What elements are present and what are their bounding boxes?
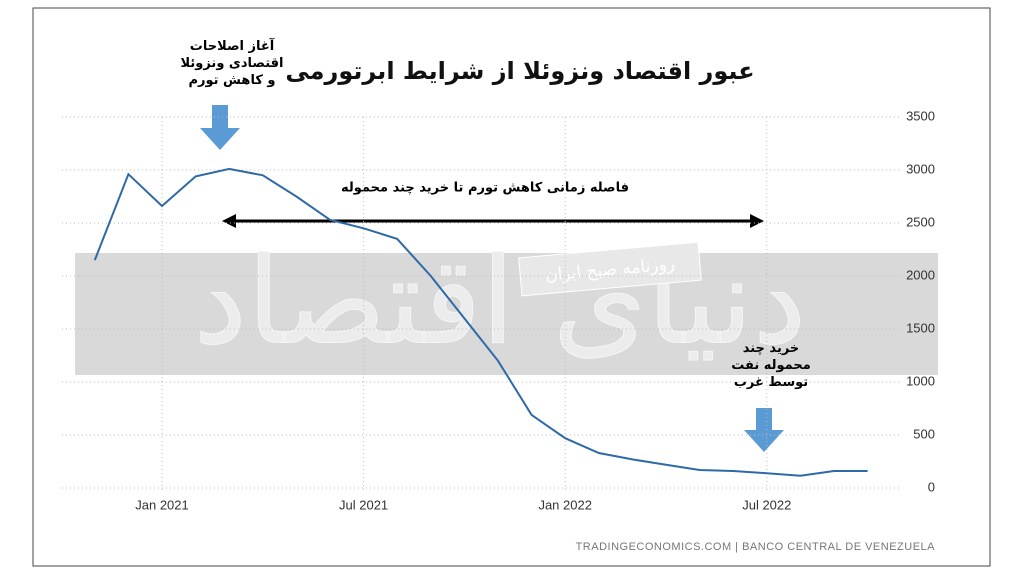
y-tick-label: 3500 — [906, 108, 935, 123]
y-tick-label: 1500 — [906, 320, 935, 335]
x-tick-label: Jan 2022 — [538, 497, 592, 512]
y-tick-label: 2000 — [906, 267, 935, 282]
annotation-line: خرید چند — [743, 341, 800, 356]
annotation: آغاز اصلاحات اقتصادی ونزوئلا و کاهش تورم — [181, 37, 284, 88]
watermark-band — [75, 253, 938, 375]
annotation-line: توسط غرب — [734, 375, 808, 390]
annotation: خرید چند محموله نفت توسط غرب — [731, 341, 811, 390]
annotation-line: آغاز اصلاحات — [190, 37, 275, 54]
annotation-line: اقتصادی ونزوئلا — [181, 56, 284, 71]
y-tick-label: 3000 — [906, 161, 935, 176]
arrow-down — [200, 105, 240, 150]
watermark-box — [518, 241, 702, 297]
interval-label: فاصله زمانی کاهش تورم تا خرید چند محموله — [341, 181, 629, 196]
y-tick-label: 1000 — [906, 373, 935, 388]
x-tick-label: Jul 2021 — [339, 497, 388, 512]
line-series — [93, 167, 868, 477]
x-tick-label: Jul 2022 — [742, 497, 791, 512]
annotation-line: محموله نفت — [731, 358, 811, 373]
annotation-line: و کاهش تورم — [188, 73, 275, 88]
source: TRADINGECONOMICS.COM | BANCO CENTRAL DE … — [576, 541, 936, 553]
chart-title: عبور اقتصاد ونزوئلا از شرایط ابرتورمی — [285, 57, 754, 85]
watermark-main: دنیای اقتصاد — [194, 233, 807, 372]
interval-arrow — [222, 214, 764, 228]
y-tick-label: 500 — [913, 426, 935, 441]
y-tick-label: 2500 — [906, 214, 935, 229]
y-tick-label: 0 — [928, 479, 935, 494]
x-tick-label: Jan 2021 — [135, 497, 189, 512]
arrow-down — [744, 408, 784, 452]
